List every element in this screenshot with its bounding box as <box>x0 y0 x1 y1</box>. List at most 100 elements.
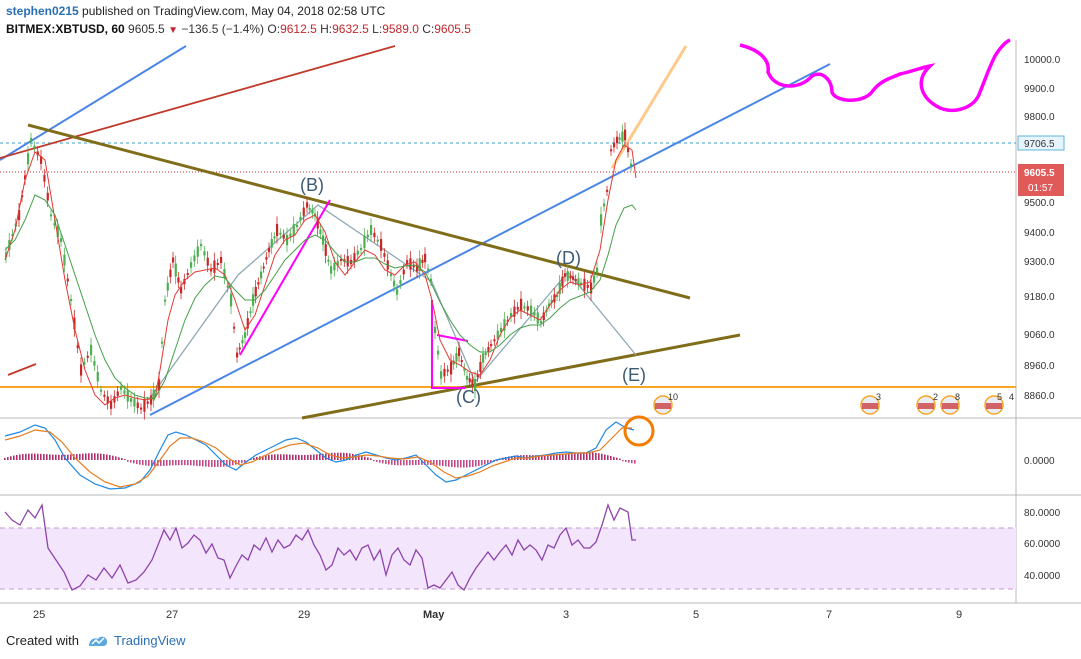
macd-histogram-bar <box>49 454 51 460</box>
macd-histogram-bar <box>277 454 279 460</box>
macd-histogram-bar <box>307 454 309 460</box>
macd-histogram-bar <box>196 460 198 466</box>
macd-histogram-bar <box>163 460 165 466</box>
macd-histogram-bar <box>58 454 60 460</box>
event-badge[interactable]: 2 <box>916 392 938 415</box>
macd-histogram-bar <box>154 460 156 467</box>
macd-histogram-bar <box>139 460 141 465</box>
event-badge[interactable]: 3 <box>860 392 881 415</box>
candle-body <box>27 153 30 165</box>
candle-body <box>460 360 463 363</box>
resistance-line-red <box>0 45 396 159</box>
macd-histogram-bar <box>586 452 588 460</box>
macd-histogram-bar <box>10 456 12 460</box>
candle-body <box>343 259 346 263</box>
macd-histogram-bar <box>34 453 36 460</box>
candle-body <box>600 214 603 226</box>
macd-histogram-bar <box>214 460 216 468</box>
macd-histogram-bar <box>550 455 552 460</box>
candle-body <box>412 264 415 268</box>
candle-body <box>572 276 575 280</box>
current-price-label: 9605.5 <box>1024 168 1055 179</box>
macd-histogram-bar <box>421 460 423 465</box>
candle-body <box>70 299 73 302</box>
macd-histogram-bar <box>394 460 396 466</box>
macd-histogram-bar <box>268 454 270 460</box>
event-badge-count: 10 <box>668 392 678 402</box>
macd-histogram-bar <box>136 460 138 465</box>
candle-body <box>292 224 295 236</box>
candle-body <box>241 340 244 344</box>
red-line-segment <box>7 363 37 376</box>
candle-body <box>106 396 109 404</box>
price-axis[interactable]: 10000.0 9900.0 9800.0 9500.0 9400.0 9300… <box>1024 55 1061 402</box>
author-link[interactable]: stephen0215 <box>6 4 79 18</box>
candle-body <box>463 367 466 371</box>
candle-body <box>468 378 471 383</box>
macd-histogram-bar <box>601 453 603 460</box>
macd-histogram-bar <box>409 460 411 466</box>
macd-histogram-bar <box>382 460 384 464</box>
event-badge[interactable]: 8 <box>940 392 960 415</box>
event-badge[interactable]: 10 <box>653 392 678 415</box>
candle-body <box>311 209 314 214</box>
candle-body <box>230 293 233 307</box>
macd-histogram-bar <box>400 460 402 466</box>
candle-body <box>566 271 569 281</box>
candle-body <box>60 238 63 242</box>
candle-body <box>226 285 229 288</box>
candle-body <box>564 273 567 277</box>
wave-label-e: (E) <box>622 365 646 385</box>
candle-body <box>482 353 485 363</box>
macd-histogram-bar <box>193 460 195 466</box>
macd-histogram-bar <box>607 455 609 460</box>
candle-body <box>399 280 402 284</box>
symbol-legend: BITMEX:XBTUSD, 60 9605.5 ▼ −136.5 (−1.4%… <box>6 22 471 36</box>
macd-histogram-bar <box>142 460 144 466</box>
macd-histogram-bar <box>349 453 351 460</box>
rsi-axis-tick: 60.0000 <box>1024 539 1061 550</box>
candle-body <box>455 353 458 362</box>
candle-body <box>40 156 43 164</box>
triangle-lower-line <box>301 333 741 420</box>
tradingview-link[interactable]: TradingView <box>87 633 186 648</box>
macd-histogram-bar <box>301 454 303 460</box>
macd-histogram-bar <box>46 454 48 460</box>
candle-body <box>569 275 572 279</box>
event-badge-count: 2 <box>933 392 938 402</box>
candle-body <box>66 278 69 282</box>
macd-histogram-bar <box>616 457 618 460</box>
macd-histogram-bar <box>325 453 327 460</box>
macd-histogram-bar <box>280 454 282 460</box>
macd-histogram-bar <box>373 460 375 462</box>
candle-body <box>406 260 409 264</box>
macd-histogram-bar <box>385 460 387 464</box>
macd-histogram-bar <box>547 455 549 460</box>
candle-body <box>466 376 469 380</box>
candle-body <box>220 256 223 264</box>
macd-histogram-bar <box>97 453 99 460</box>
macd-histogram-bar <box>475 460 477 467</box>
macd-histogram-bar <box>496 460 498 462</box>
candle-body <box>610 149 613 152</box>
candle-body <box>577 278 580 285</box>
candle-body <box>533 312 536 316</box>
macd-histogram-bar <box>370 458 372 460</box>
candle-body <box>143 398 146 412</box>
candle-body <box>516 306 519 310</box>
candle-body <box>90 344 93 356</box>
macd-histogram-bar <box>292 454 294 460</box>
macd-histogram-bar <box>445 460 447 467</box>
time-tick: 29 <box>298 609 310 621</box>
candle-body <box>526 306 529 311</box>
candle-body <box>150 395 153 405</box>
time-axis[interactable]: 25 27 29 May 3 5 7 9 <box>33 609 962 621</box>
symbol-name[interactable]: BITMEX:XBTUSD, 60 <box>6 22 125 36</box>
macd-histogram-bar <box>121 458 123 460</box>
footer: Created with TradingView <box>6 633 186 648</box>
moving-average-red <box>4 144 637 406</box>
created-with-text: Created with <box>6 633 79 648</box>
event-badge[interactable]: 5 4 <box>984 392 1014 415</box>
candle-body <box>542 312 545 321</box>
